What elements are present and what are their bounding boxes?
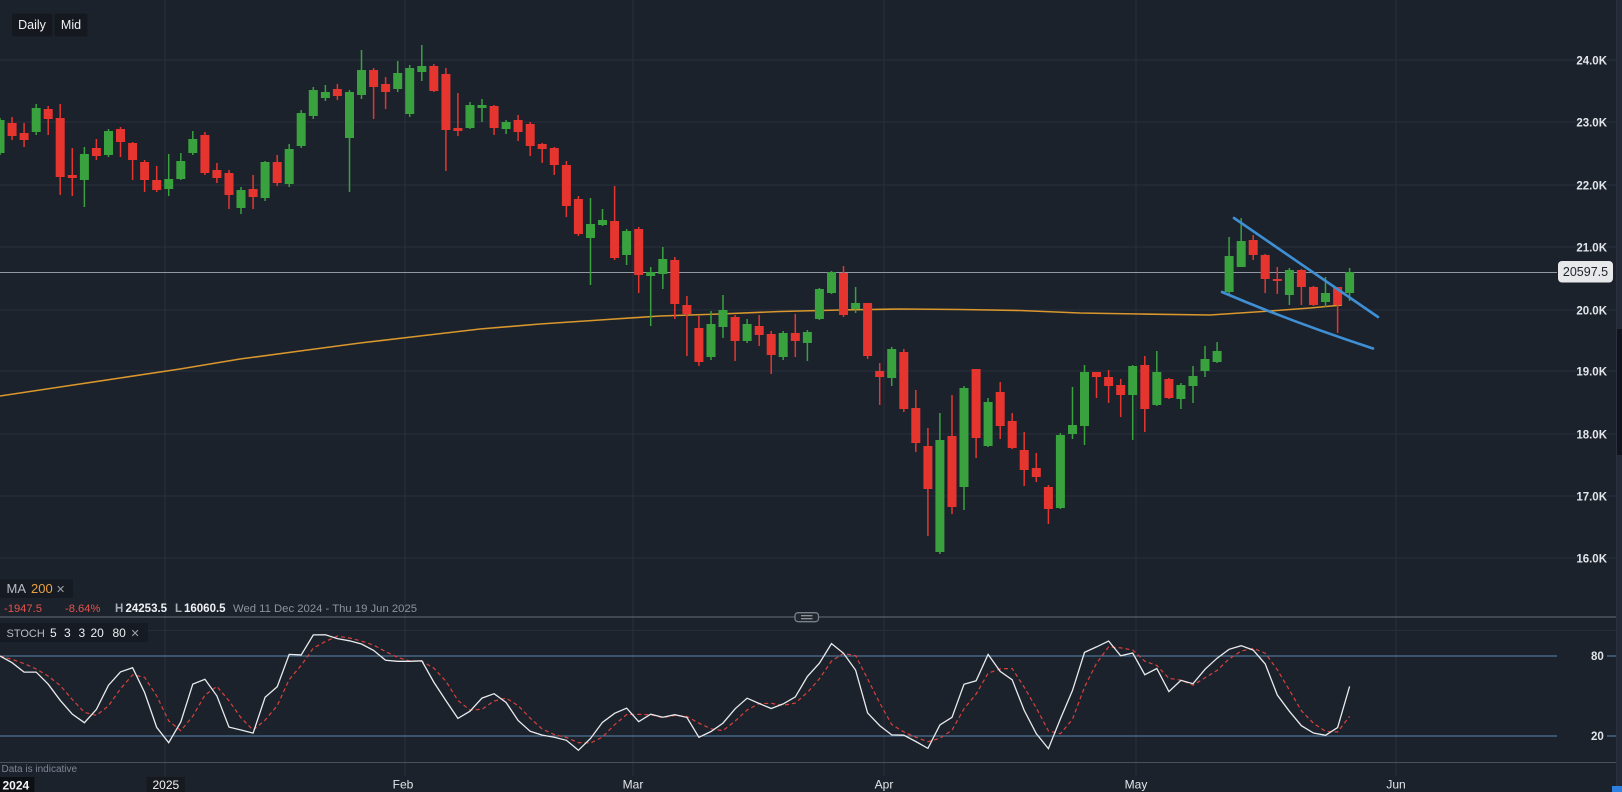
- svg-text:Jun: Jun: [1386, 778, 1405, 792]
- svg-text:Mid: Mid: [61, 18, 81, 32]
- svg-text:Data is indicative: Data is indicative: [2, 764, 78, 775]
- svg-text:16.0K: 16.0K: [1576, 554, 1607, 566]
- svg-text:20597.5: 20597.5: [1563, 265, 1608, 279]
- svg-text:80: 80: [1591, 651, 1604, 663]
- svg-text:-1947.5: -1947.5: [4, 603, 42, 615]
- svg-text:24.0K: 24.0K: [1576, 56, 1607, 68]
- svg-text:Wed 11 Dec 2024 - Thu 19 Jun 2: Wed 11 Dec 2024 - Thu 19 Jun 2025: [233, 603, 417, 615]
- svg-text:Feb: Feb: [393, 778, 414, 792]
- svg-text:19.0K: 19.0K: [1576, 367, 1607, 379]
- svg-text:May: May: [1125, 778, 1148, 792]
- svg-text:18.0K: 18.0K: [1576, 430, 1607, 442]
- svg-text:STOCH: STOCH: [7, 628, 45, 640]
- svg-text:3: 3: [64, 626, 71, 640]
- svg-text:5: 5: [50, 626, 57, 640]
- svg-text:17.0K: 17.0K: [1576, 492, 1607, 504]
- svg-text:2025: 2025: [153, 778, 180, 792]
- svg-text:✕: ✕: [131, 628, 140, 640]
- svg-text:21.0K: 21.0K: [1576, 243, 1607, 255]
- svg-text:80: 80: [113, 626, 127, 640]
- svg-text:20: 20: [1591, 731, 1604, 743]
- svg-text:2024: 2024: [3, 779, 30, 792]
- svg-text:22.0K: 22.0K: [1576, 181, 1607, 193]
- svg-text:3: 3: [79, 626, 86, 640]
- svg-text:20: 20: [91, 626, 105, 640]
- svg-text:MA: MA: [7, 581, 27, 596]
- svg-text:Daily: Daily: [18, 18, 47, 32]
- svg-text:✕: ✕: [56, 584, 65, 596]
- svg-text:-8.64%: -8.64%: [65, 603, 100, 615]
- svg-text:23.0K: 23.0K: [1576, 118, 1607, 130]
- svg-text:Mar: Mar: [623, 778, 644, 792]
- svg-text:200: 200: [31, 581, 53, 596]
- svg-text:20.0K: 20.0K: [1576, 306, 1607, 318]
- svg-text:Apr: Apr: [875, 778, 894, 792]
